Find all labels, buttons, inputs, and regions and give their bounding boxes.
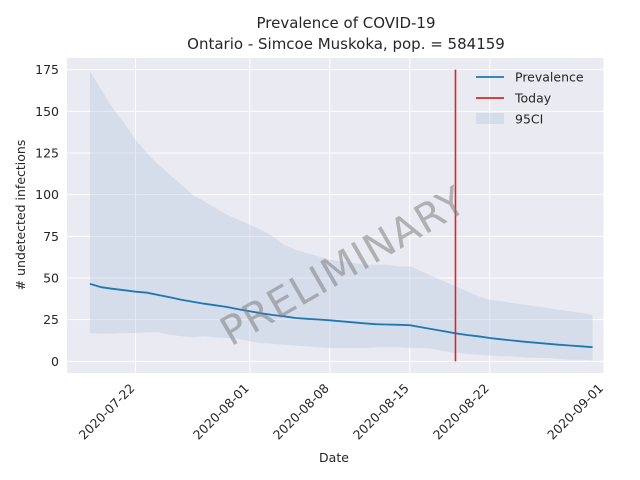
legend-label: Today — [514, 91, 552, 106]
x-tick-label: 2020-09-01 — [544, 381, 606, 443]
y-axis-label: # undetected infections — [13, 140, 28, 291]
x-tick-label: 2020-08-08 — [270, 380, 332, 442]
y-tick-label: 25 — [43, 312, 59, 327]
series-lines — [89, 69, 593, 362]
prevalence-line — [89, 282, 593, 349]
y-tick-label: 0 — [51, 354, 59, 369]
x-tick-label: 2020-08-01 — [190, 381, 252, 443]
chart-title-line1: Prevalence of COVID-19 — [256, 14, 435, 32]
chart-title-line2: Ontario - Simcoe Muskoka, pop. = 584159 — [187, 35, 505, 53]
legend-swatch-band — [476, 113, 504, 124]
confidence-band — [89, 71, 593, 361]
y-tick-label: 75 — [43, 229, 59, 244]
x-tick-label: 2020-08-22 — [430, 381, 492, 443]
y-tick-label: 175 — [35, 62, 59, 77]
y-tick-label: 100 — [35, 187, 59, 202]
legend-label: Prevalence — [515, 70, 584, 85]
x-tick-label: 2020-07-22 — [76, 381, 138, 443]
x-axis-ticks: 2020-07-22 2020-08-01 2020-08-08 2020-08-15… — [76, 380, 606, 442]
y-tick-label: 150 — [35, 104, 59, 119]
legend: Prevalence Today 95CI — [476, 70, 584, 127]
x-axis-label: Date — [319, 450, 349, 465]
y-tick-label: 125 — [35, 146, 59, 161]
legend-label: 95CI — [515, 112, 543, 127]
ci-band — [89, 71, 593, 361]
x-tick-label: 2020-08-15 — [350, 381, 412, 443]
y-axis-ticks: 0 25 50 75 100 125 150 175 — [35, 62, 59, 369]
y-tick-label: 50 — [43, 271, 59, 286]
